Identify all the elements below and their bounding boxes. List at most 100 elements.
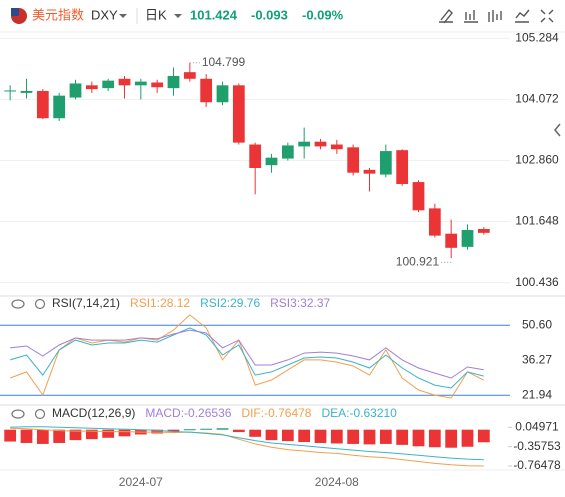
legend-entry: MACD:-0.26536 — [145, 406, 231, 420]
candle-body — [85, 85, 98, 90]
y-tick-label: 0.04971 — [515, 420, 559, 434]
y-tick-label: -0.35753 — [513, 439, 561, 453]
histogram-bar — [298, 429, 311, 443]
candle-body — [314, 141, 327, 147]
candle-body — [20, 90, 33, 93]
candle-body — [298, 141, 311, 147]
fullscreen-icon[interactable] — [540, 9, 554, 23]
y-tick-label: 21.94 — [522, 387, 552, 401]
histogram-bar — [281, 429, 294, 442]
candle-body — [477, 229, 490, 233]
series-line — [10, 427, 484, 467]
histogram-bar — [232, 429, 245, 433]
histogram-bar — [36, 429, 49, 444]
candle-body — [412, 182, 425, 211]
histogram-bar — [85, 429, 98, 440]
candle-body — [4, 90, 17, 92]
series-line — [10, 327, 484, 389]
collapse-arrow[interactable] — [554, 123, 561, 137]
legend-entry: RSI2:29.76 — [200, 296, 260, 310]
histogram-bar — [20, 429, 33, 443]
y-tick-label: 50.60 — [522, 317, 552, 331]
histogram-bar — [396, 429, 409, 445]
annotation: 104.799 — [202, 55, 246, 69]
top-bar: 美元指数 DXY 日K 101.424 -0.093 -0.09% — [11, 7, 554, 24]
instrument-symbol[interactable]: DXY — [91, 7, 118, 22]
histogram-bar — [314, 429, 327, 443]
y-tick-label: 104.072 — [515, 92, 559, 106]
legend-entry: RSI3:32.37 — [270, 296, 330, 310]
candle-body — [249, 144, 262, 169]
settings-icon[interactable] — [34, 298, 46, 310]
histogram-bar — [379, 429, 392, 444]
histogram-bar — [265, 429, 278, 441]
histogram-bar — [183, 429, 196, 431]
candle-body — [151, 82, 164, 88]
candle-body — [232, 85, 245, 143]
histogram-bar — [151, 429, 164, 434]
price-change: -0.093 — [251, 7, 288, 22]
price: 101.424 — [190, 7, 238, 22]
chart-type-icon[interactable] — [488, 10, 502, 22]
legend-entry: DEA:-0.63210 — [321, 406, 397, 420]
candle-body — [216, 85, 229, 103]
histogram-bar — [4, 429, 17, 442]
y-tick-label: -0.76478 — [513, 458, 561, 472]
histogram-bar — [118, 429, 131, 437]
period[interactable]: 日K — [145, 7, 167, 22]
x-tick-label: 2024-08 — [315, 475, 359, 489]
candle-body — [445, 233, 458, 248]
x-tick-label: 2024-07 — [119, 475, 163, 489]
histogram-bar — [461, 429, 474, 447]
candle-body — [330, 144, 343, 150]
histogram-bar — [216, 428, 229, 430]
rsi-title: RSI(7,14,21) — [52, 296, 120, 310]
visibility-icon[interactable] — [11, 409, 25, 419]
histogram-bar — [347, 429, 360, 444]
flag-canton — [11, 8, 19, 16]
y-tick-label: 102.860 — [515, 153, 559, 167]
histogram-bar — [249, 429, 262, 437]
candle-body — [36, 90, 49, 119]
candle-body — [363, 169, 376, 174]
candle-body — [167, 75, 180, 89]
histogram-bar — [69, 429, 82, 441]
candle-body — [281, 145, 294, 159]
dropdown-arrow[interactable] — [119, 14, 127, 18]
candle-body — [265, 157, 278, 166]
candle-body — [69, 83, 82, 98]
candle-body — [379, 151, 392, 175]
histogram-bar — [412, 429, 425, 447]
series-line — [10, 314, 485, 399]
histogram-bar — [477, 429, 490, 443]
macd-title: MACD(12,26,9) — [52, 406, 135, 420]
histogram-bar — [102, 429, 115, 438]
indicator-icon[interactable] — [464, 10, 478, 23]
dropdown-arrow[interactable] — [174, 14, 182, 18]
candle-body — [461, 229, 474, 247]
instrument-name[interactable]: 美元指数 — [32, 7, 84, 22]
histogram-bar — [53, 429, 66, 443]
legend-entry: RSI1:28.12 — [130, 296, 190, 310]
visibility-icon[interactable] — [11, 299, 25, 309]
histogram-bar — [428, 429, 441, 448]
legend-entry: DIF:-0.76478 — [241, 406, 311, 420]
draw-tool-icon[interactable] — [439, 8, 453, 24]
candle-body — [347, 147, 360, 173]
histogram-bar — [363, 429, 376, 445]
candle-body — [102, 80, 115, 89]
series-line — [10, 426, 484, 461]
settings-icon[interactable] — [34, 408, 46, 420]
candle-body — [53, 95, 66, 119]
histogram-bar — [167, 429, 180, 432]
compare-icon[interactable] — [515, 9, 530, 23]
annotation: 100.921 — [396, 254, 440, 268]
candle-body — [200, 78, 213, 103]
price-change-pct: -0.09% — [302, 7, 344, 22]
candle-body — [396, 150, 409, 184]
candle-body — [183, 72, 196, 79]
candle-body — [134, 81, 147, 86]
y-tick-label: 36.27 — [522, 352, 552, 366]
y-tick-label: 105.284 — [515, 31, 559, 45]
histogram-bar — [445, 429, 458, 448]
